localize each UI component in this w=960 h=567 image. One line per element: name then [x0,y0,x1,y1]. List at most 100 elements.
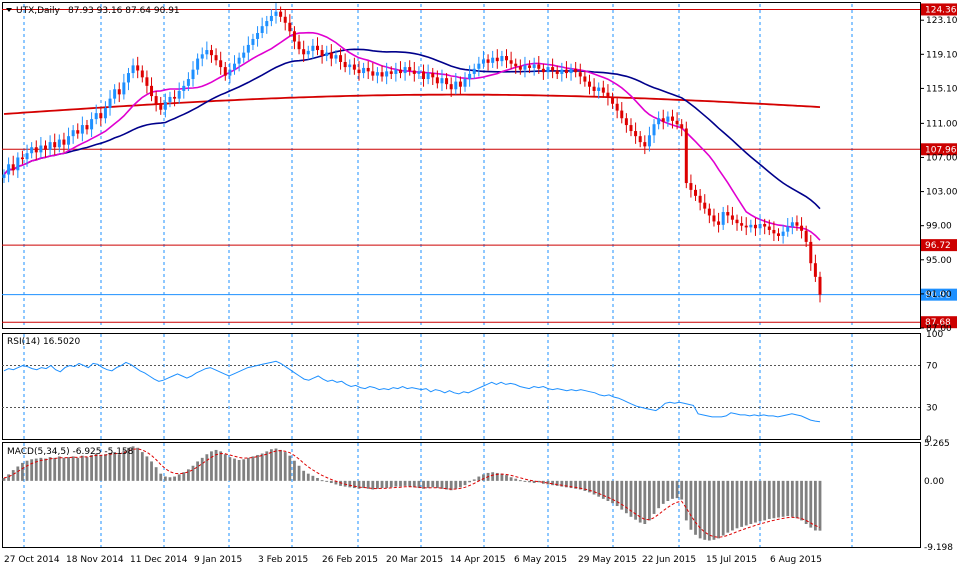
candle-body [269,15,273,22]
candle-body [214,55,218,61]
candle-body [233,63,237,70]
candle-body [223,67,227,76]
macd-bar [187,469,190,481]
price-tag: 96.72 [921,239,957,252]
candle-body [495,57,499,62]
candle-body [445,78,449,85]
candle-body [62,139,66,145]
rsi-label: RSI(14) 16.5020 [7,337,80,347]
macd-bar [634,480,637,520]
candle-body [813,263,817,277]
candle-body [597,87,601,91]
macd-bar [196,461,200,481]
candle-body [302,49,306,55]
macd-bar [394,480,398,487]
candle-body [196,58,200,70]
macd-bar [717,480,720,539]
candle-body [518,66,522,70]
macd-bar [53,457,57,481]
candle-body [422,71,426,80]
price-tag-label: 107.96 [925,145,957,155]
candle-body [523,65,527,70]
candle-body [449,84,453,90]
candle-body [237,57,241,64]
candle-body [85,125,89,130]
macd-bar [30,459,34,481]
candle-body [389,71,393,74]
macd-bar [786,480,790,517]
macd-bar [707,480,711,541]
price-tick-label: 87.00 [926,324,952,334]
candle-body [763,223,767,227]
date-label: 14 Apr 2015 [450,555,506,565]
macd-bar [528,480,531,483]
triangle-down-icon[interactable] [6,8,12,12]
macd-bar [352,480,356,489]
candle-body [578,72,582,77]
macd-bar [468,480,472,483]
candle-body [463,79,467,87]
candle-body [592,86,596,91]
candle-body [352,64,356,70]
price-pane[interactable] [2,2,921,329]
macd-bar [122,450,126,481]
macd-bar [25,460,29,481]
macd-bar [666,480,670,501]
macd-tick-label: 0.00 [924,477,944,487]
candle-body [30,147,34,154]
macd-bar [551,480,555,486]
candle-body [772,229,776,234]
macd-pane[interactable] [2,442,921,548]
price-tag-label: 96.72 [925,241,951,251]
macd-tick-label: -9.198 [924,543,953,553]
candle-body [173,96,177,99]
macd-bar [136,447,140,481]
candle-body [767,226,771,230]
macd-bar [648,480,651,521]
macd-bar [380,480,384,489]
macd-bar [740,480,744,527]
macd-bar [638,480,642,523]
candle-body [163,102,167,110]
macd-bar [744,480,748,526]
price-tag: 107.96 [921,143,957,156]
ohlc-readout: 87.93 93.16 87.64 90.91 [68,6,180,16]
candle-body [726,212,730,216]
macd-bar [242,459,246,481]
macd-bar [279,449,283,481]
candle-body [435,77,439,84]
macd-bar [34,458,38,481]
macd-bar [698,480,702,539]
candle-body [721,212,725,225]
macd-bar [334,480,338,485]
candle-body [366,67,370,72]
date-label: 6 May 2015 [514,555,567,565]
candle-body [486,59,490,63]
candle-body [7,164,11,175]
rsi-pane[interactable] [2,333,921,440]
candle-body [809,241,813,264]
candle-body [168,96,172,103]
macd-bar [661,480,665,504]
macd-bar [459,480,462,488]
horizontal-levels: 124.36 107.96 96.72 90.91 87.68 [2,3,957,329]
candle-body [357,69,361,74]
macd-bar [168,477,172,481]
macd-bar [541,480,545,484]
macd-bar [150,461,153,481]
candle-body [348,64,352,68]
candle-body [717,221,721,225]
candle-body [251,38,255,45]
macd-bar [67,457,70,481]
candle-body [417,71,421,74]
macd-bar [200,457,204,481]
macd-bar [694,480,697,535]
price-tick-label: 119.10 [926,50,958,60]
candle-body [569,68,573,74]
candle-body [740,223,744,226]
macd-bar [108,452,112,481]
date-label: 11 Dec 2014 [130,555,188,565]
macd-bar [555,480,559,486]
candle-body [468,73,472,80]
